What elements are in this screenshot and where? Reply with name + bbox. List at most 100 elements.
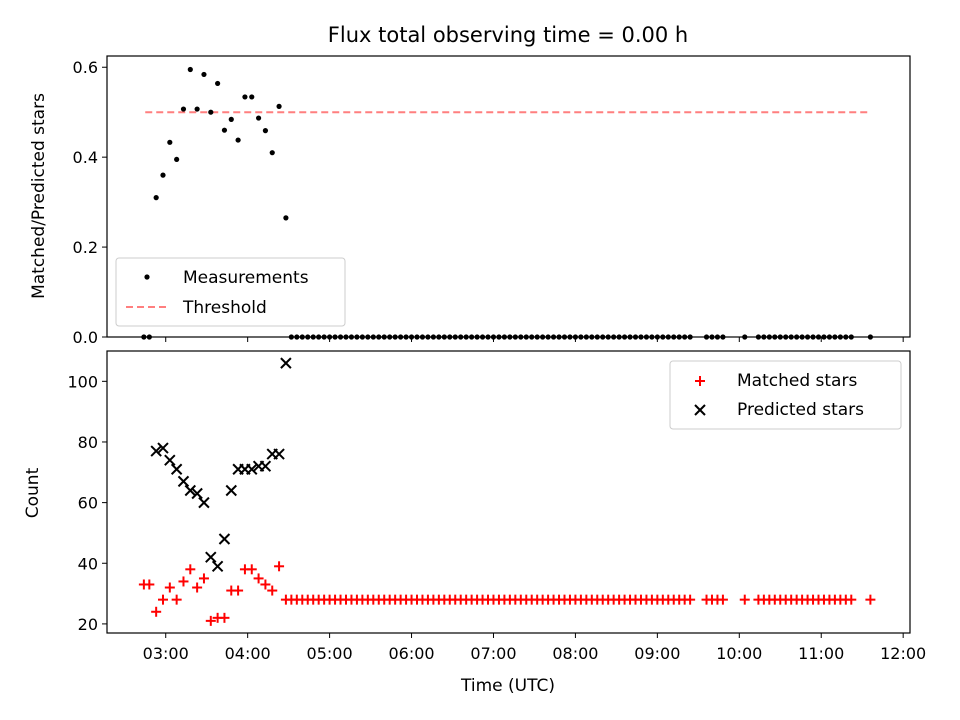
measurement-point (187, 66, 193, 73)
measurement-point (436, 334, 442, 340)
matched-star-point (274, 561, 285, 572)
measurement-point (496, 334, 502, 340)
matched-star-point (685, 594, 696, 605)
measurement-point (843, 334, 849, 340)
measurement-point (392, 334, 398, 340)
measurement-point (174, 156, 180, 163)
measurement-point (837, 334, 843, 340)
measurement-point (665, 334, 671, 340)
measurement-point (365, 334, 371, 340)
bottom-y-tick-label: 20 (78, 615, 98, 634)
measurement-point (469, 334, 475, 340)
legend-matched-marker (695, 376, 705, 386)
measurement-point (276, 103, 282, 109)
x-tick-label: 10:00 (716, 644, 762, 663)
x-tick-label: 06:00 (388, 644, 434, 663)
measurement-point (766, 334, 772, 340)
measurement-point (755, 334, 762, 340)
predicted-star-point (246, 463, 258, 475)
matched-star-point (219, 612, 230, 623)
measurement-point (594, 334, 600, 340)
legend-measurements-label: Measurements (183, 268, 309, 288)
measurement-point (742, 334, 748, 340)
x-tick-label: 09:00 (634, 644, 680, 663)
measurement-point (474, 334, 480, 340)
measurement-point (848, 334, 854, 340)
measurement-point (262, 128, 269, 134)
measurement-point (761, 334, 767, 340)
predicted-star-point (205, 551, 217, 563)
matched-star-point (157, 594, 168, 605)
matched-star-point (739, 594, 750, 605)
measurement-point (799, 334, 805, 340)
bottom-y-tick-label: 40 (78, 554, 98, 573)
top-y-axis-label: Matched/Predicted stars (29, 93, 49, 299)
measurement-point (490, 334, 497, 340)
bottom-y-axis-label: Count (23, 467, 43, 518)
bottom-y-tick-label: 80 (78, 433, 98, 452)
measurement-point (660, 334, 666, 340)
measurement-point (545, 334, 551, 340)
measurement-point (772, 334, 778, 340)
measurement-point (359, 334, 365, 340)
measurement-point (425, 334, 431, 340)
measurement-point (305, 334, 311, 340)
measurement-point (201, 71, 207, 78)
measurement-point (316, 334, 322, 340)
measurement-point (215, 80, 221, 87)
measurement-point (682, 334, 688, 340)
measurement-point (671, 334, 677, 340)
measurement-point (332, 334, 338, 340)
x-tick-label: 04:00 (225, 644, 271, 663)
predicted-star-point (177, 475, 190, 488)
matched-star-point (260, 579, 271, 590)
measurement-point (269, 150, 275, 156)
measurement-point (703, 334, 710, 340)
measurement-point (804, 334, 811, 340)
x-tick-label: 07:00 (470, 644, 516, 663)
measurement-point (616, 334, 622, 340)
predicted-star-point (198, 496, 210, 509)
x-tick-label: 11:00 (798, 644, 844, 663)
measurement-point (249, 94, 255, 100)
measurement-point (146, 334, 152, 340)
top-y-tick-label: 0.4 (73, 148, 98, 167)
top-y-tick-label: 0.2 (73, 238, 98, 257)
measurement-point (180, 106, 187, 112)
bottom-legend-box (669, 360, 902, 430)
measurement-point (654, 334, 660, 340)
measurement-point (153, 195, 159, 201)
predicted-star-point (184, 484, 197, 497)
measurement-point (821, 334, 827, 340)
measurement-point (167, 139, 173, 145)
measurement-point (810, 334, 816, 340)
matched-star-point (717, 594, 728, 605)
matched-star-point (865, 594, 876, 605)
measurement-point (283, 215, 289, 221)
measurement-point (387, 334, 393, 340)
matched-star-point (144, 579, 155, 590)
measurement-point (529, 334, 535, 340)
predicted-star-point (273, 448, 285, 460)
measurement-point (518, 334, 524, 340)
matched-star-point (233, 585, 244, 596)
measurement-point (583, 334, 589, 340)
predicted-star-point (157, 442, 169, 454)
measurement-point (550, 334, 557, 340)
measurement-point (676, 334, 682, 340)
measurement-point (348, 334, 355, 340)
measurement-point (255, 115, 262, 121)
matched-star-point (253, 573, 264, 584)
measurement-point (408, 334, 415, 340)
legend-threshold-label: Threshold (182, 298, 267, 318)
matched-star-point (164, 582, 175, 593)
measurement-point (194, 106, 200, 112)
measurement-point (720, 334, 726, 340)
measurement-point (354, 334, 360, 340)
measurement-point (441, 334, 447, 340)
measurement-point (228, 116, 234, 122)
legend-matched-label: Matched stars (737, 371, 857, 391)
predicted-star-point (259, 460, 272, 472)
x-tick-label: 12:00 (880, 644, 926, 663)
measurement-point (561, 334, 568, 340)
